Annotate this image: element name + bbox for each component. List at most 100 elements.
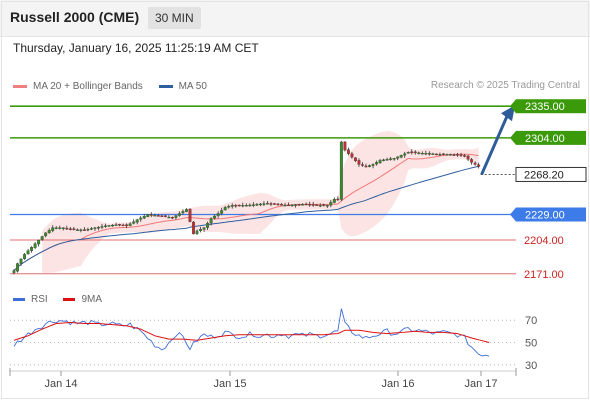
legend-label-rsi: RSI [31, 294, 48, 305]
level-2204-00-label: 2204.00 [524, 235, 564, 247]
candle-body [192, 221, 195, 235]
candle-body [181, 211, 185, 214]
candle-body [311, 204, 315, 206]
candle-body [128, 223, 132, 226]
x-tick-label: Jan 14 [44, 378, 77, 390]
legend-label-ma50: MA 50 [178, 81, 207, 92]
candle-body [280, 204, 283, 206]
candle-body [294, 204, 298, 206]
candle-body [449, 154, 452, 156]
candle-body [368, 165, 371, 167]
rsi-swatch [13, 298, 25, 301]
candle-body [410, 151, 414, 153]
candle-body [79, 229, 83, 231]
candle-body [234, 205, 238, 207]
candle-body [251, 204, 255, 206]
candle-body [100, 226, 104, 228]
candle-body [139, 217, 143, 220]
candle-body [82, 229, 86, 231]
legend-item-ma20: MA 20 + Bollinger Bands [13, 81, 143, 92]
candle-body [434, 153, 438, 156]
candle-body [104, 225, 107, 227]
interval-badge[interactable]: 30 MIN [148, 7, 201, 29]
candle-body [121, 224, 125, 227]
ma50-swatch [158, 85, 173, 88]
candle-body [473, 162, 477, 165]
candle-body [26, 250, 30, 255]
moving-average-layer [13, 153, 479, 272]
candle-body [392, 158, 396, 160]
candle-body [237, 204, 241, 207]
candle-body [336, 198, 340, 201]
candle-body [378, 160, 382, 164]
candle-body [346, 149, 350, 154]
candle-body [54, 227, 58, 229]
candle-body [290, 204, 294, 207]
candle-body [470, 159, 474, 163]
candle-body [156, 215, 160, 217]
candle-body [118, 224, 122, 226]
level-2335-00-label: 2335.00 [525, 101, 565, 113]
candle-body [262, 203, 266, 205]
candle-body [308, 203, 312, 206]
candle-body [93, 227, 97, 229]
candle-body [329, 202, 333, 206]
candle-body [47, 230, 51, 233]
level-lines-layer [10, 105, 516, 275]
candle-body [375, 162, 379, 165]
candle-body [283, 204, 287, 207]
level-2335-00-tag [516, 99, 586, 114]
candle-body [322, 204, 326, 206]
indicator-tick-50: 50 [525, 338, 537, 350]
candle-body [477, 164, 481, 167]
candle-body [466, 155, 470, 160]
candle-body [146, 214, 150, 217]
candle-body [125, 224, 129, 226]
candle-body [163, 215, 167, 217]
candle-body [339, 141, 343, 200]
timestamp: Thursday, January 16, 2025 11:25:19 AM C… [13, 41, 259, 55]
candle-body [399, 155, 403, 158]
candle-body [195, 230, 199, 234]
candle-body [202, 227, 206, 230]
chart-header: Russell 2000 (CME) 30 MIN [0, 0, 590, 37]
candle-body [315, 204, 319, 206]
candle-body [44, 232, 48, 237]
candle-body [114, 224, 118, 226]
candle-body [223, 207, 227, 211]
candle-body [361, 164, 364, 166]
candle-body [16, 263, 19, 272]
candle-body [413, 151, 417, 154]
candle-body [417, 152, 421, 154]
candles-layer [12, 140, 481, 275]
legend-item-rsi: RSI [13, 294, 48, 305]
candle-body [135, 219, 139, 223]
candle-body [227, 206, 231, 208]
level-2229-00-tag-pointer [510, 207, 516, 222]
candle-body [89, 228, 93, 230]
candle-body [209, 218, 213, 224]
candle-body [220, 210, 224, 214]
candle-body [318, 205, 322, 207]
candle-body [170, 217, 174, 219]
level-2335-00-tag-pointer [510, 99, 516, 114]
candle-body [273, 203, 276, 205]
candle-body [459, 154, 463, 156]
level-2304-00-tag [516, 130, 586, 145]
candle-body [332, 199, 336, 203]
candle-body [58, 227, 62, 229]
candle-body [216, 213, 220, 216]
indicator-tick-70: 70 [525, 315, 537, 327]
candle-body [23, 254, 27, 259]
candle-body [160, 215, 164, 217]
candle-body [343, 141, 347, 151]
indicator-layer: 70 50 30 [10, 308, 537, 372]
candle-body [385, 159, 389, 161]
candle-body [427, 153, 431, 155]
level-labels-layer: 2335.00 2304.00 2268.20 2229.00 2204.00 2171.… [510, 99, 587, 281]
candle-body [396, 156, 400, 159]
candle-body [19, 258, 23, 264]
candle-body [111, 224, 115, 227]
current-price-tag [515, 166, 587, 182]
